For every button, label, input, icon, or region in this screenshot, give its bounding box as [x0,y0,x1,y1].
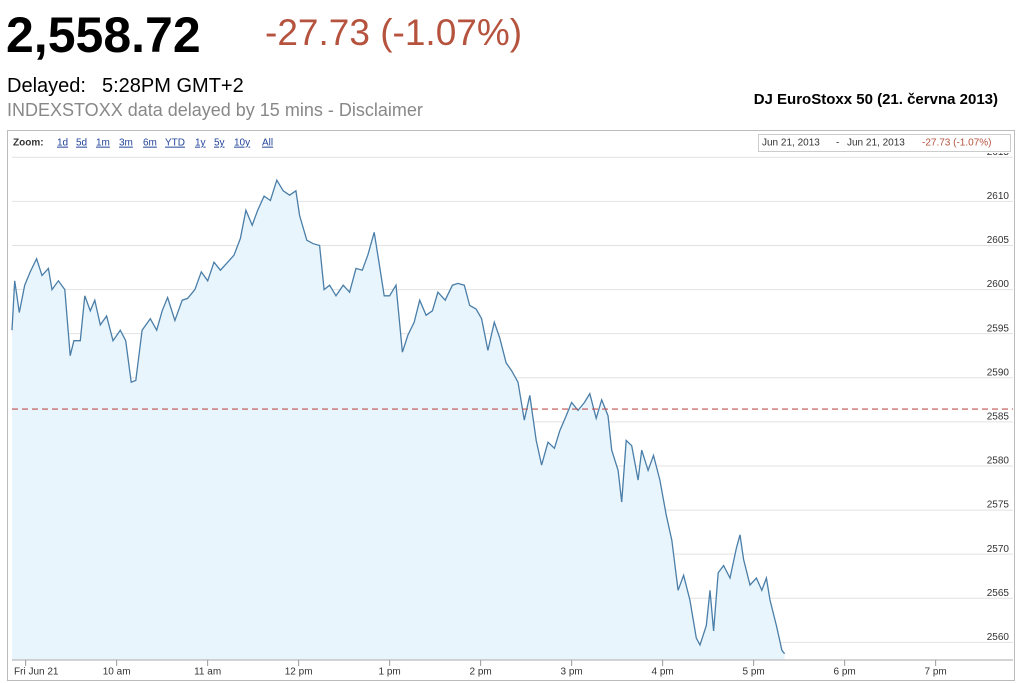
price-change: -27.73 (-1.07%) [265,12,522,53]
x-tick-label: 11 am [194,667,221,678]
area-fill [12,180,785,660]
zoom-option[interactable]: All [262,138,273,149]
y-tick-label: 2580 [987,456,1010,467]
y-tick-label: 2575 [987,500,1010,511]
range-separator: - [836,138,839,149]
zoom-options: 1d 5d 1m 3m 6m YTD 1y 5y 10y All [57,138,273,149]
y-tick-label: 2605 [987,235,1010,246]
y-tick-label: 2595 [987,323,1010,334]
quote-time: 5:28PM GMT+2 [102,75,244,97]
zoom-option[interactable]: YTD [165,138,185,149]
y-tick-label: 2600 [987,279,1010,290]
delay-note[interactable]: INDEXSTOXX data delayed by 15 mins - Dis… [7,100,423,120]
chart-title: DJ EuroStoxx 50 (21. června 2013) [754,91,998,108]
plot: 2560 2565 2570 2575 2580 2585 2590 2595 2600 2605… [11,147,1013,678]
x-tick-label: 12 pm [285,667,313,678]
zoom-option[interactable]: 10y [234,138,250,149]
zoom-option[interactable]: 6m [143,138,157,149]
chart-frame [7,130,1015,681]
price-line [11,178,786,655]
x-tick-label: Fri Jun 21 [14,667,59,678]
x-tick-label: 1 pm [379,667,401,678]
y-tick-label: 2565 [987,588,1010,599]
price: 2,558.72 [6,7,201,63]
x-tick-label: 5 pm [743,667,765,678]
range-change: -27.73 (-1.07%) [922,138,991,149]
x-tick-label: 7 pm [925,667,947,678]
range-start: Jun 21, 2013 [762,138,820,149]
y-tick-label: 2570 [987,544,1010,555]
y-tick-label: 2610 [987,191,1010,202]
y-tick-label: 2590 [987,367,1010,378]
zoom-option[interactable]: 5d [76,138,87,149]
zoom-option[interactable]: 5y [214,138,225,149]
x-tick-label: 6 pm [834,667,856,678]
y-tick-label: 2560 [987,632,1010,643]
x-tick-label: 10 am [103,667,131,678]
y-tick-label: 2585 [987,412,1010,423]
range-box [758,134,1011,152]
zoom-option[interactable]: 1d [57,138,68,149]
zoom-label: Zoom: [13,138,44,149]
zoom-option[interactable]: 3m [119,138,133,149]
zoom-option[interactable]: 1y [195,138,206,149]
range-end: Jun 21, 2013 [847,138,905,149]
zoom-option[interactable]: 1m [96,138,110,149]
delayed-label: Delayed: [7,75,86,97]
x-tick-label: 3 pm [561,667,583,678]
x-tick-label: 2 pm [470,667,492,678]
x-tick-label: 4 pm [652,667,674,678]
